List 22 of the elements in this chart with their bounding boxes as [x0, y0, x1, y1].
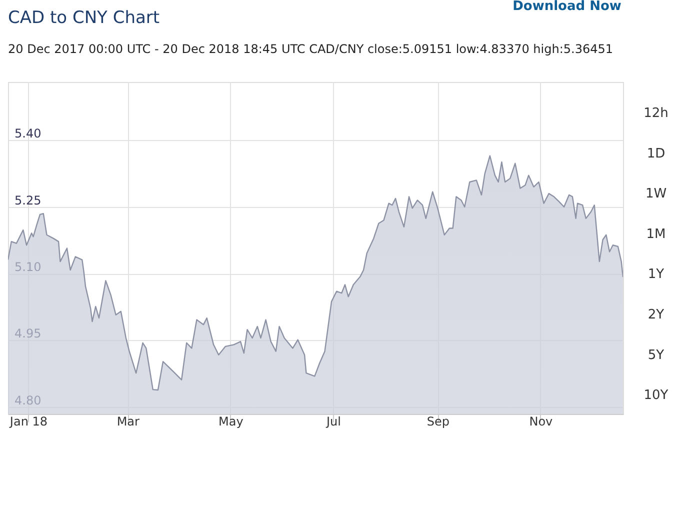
x-tick-label: May [218, 414, 244, 428]
x-tick-label: Nov [529, 414, 553, 428]
text: 5Y [648, 348, 664, 363]
chart-subtitle: 20 Dec 2017 00:00 UTC - 20 Dec 2018 18:45 UTC CAD/CNY close:5.09151 low:4.83370 high:5.36451 [8, 42, 613, 56]
y-tick-label: 4.95 [14, 326, 42, 341]
y-tick-label: 5.25 [14, 193, 42, 208]
text: Download Now [512, 0, 622, 14]
text: 10Y [644, 388, 668, 404]
x-tick-label: Sep [426, 414, 450, 428]
text: 1W [645, 186, 667, 202]
y-tick-label: 4.80 [14, 393, 42, 408]
text: 12h [644, 106, 668, 121]
x-tick-label: Mar [116, 414, 140, 428]
text: 1M [646, 226, 666, 242]
text: 1D [646, 146, 666, 162]
text: 2Y [648, 308, 664, 322]
x-tick-label: Jul [325, 414, 341, 428]
y-tick-label: 5.10 [14, 260, 42, 274]
chart-title: CAD to CNY Chart [8, 8, 160, 28]
x-tick-label: Jan 18 [8, 414, 48, 428]
text: 1Y [648, 267, 664, 282]
y-tick-label: 5.40 [14, 126, 42, 141]
